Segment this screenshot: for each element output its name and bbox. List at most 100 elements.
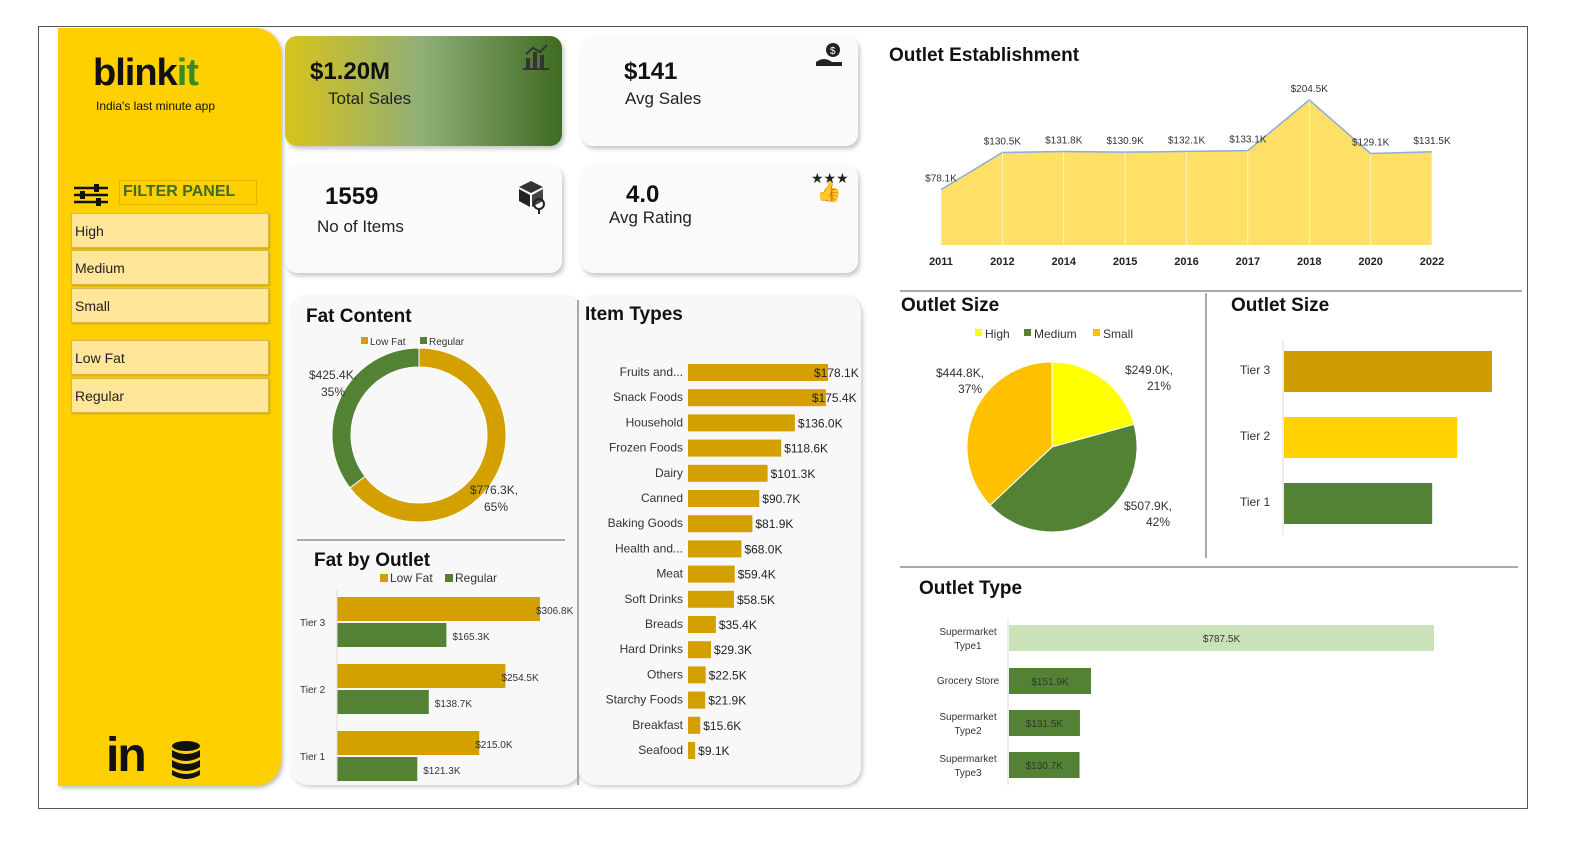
data-label: $787.5K	[1203, 634, 1241, 645]
sidebar: blinkit India's last minute app FILTER P…	[58, 28, 281, 786]
kpi-value: 1559	[325, 183, 379, 210]
dashboard-frame	[38, 26, 1528, 809]
data-label: $131.5K	[1026, 719, 1064, 730]
bar	[1284, 483, 1433, 524]
data-label: $776.3K,	[470, 483, 518, 497]
x-tick-label: 2022	[1420, 256, 1444, 268]
data-label: $215.0K	[475, 740, 513, 751]
divider	[900, 290, 1522, 292]
legend-label: High	[985, 327, 1010, 341]
legend-swatch	[361, 337, 368, 344]
legend-label: Medium	[1034, 327, 1077, 341]
data-label: $59.4K	[738, 568, 776, 582]
kpi-no-of-items: 1559 No of Items	[285, 165, 562, 273]
y-tick-label: Supermarket	[939, 627, 996, 638]
x-tick-label: 2015	[1113, 256, 1137, 268]
kpi-value: $1.20M	[310, 58, 391, 85]
bar	[337, 757, 418, 781]
x-tick-label: 2018	[1297, 256, 1321, 268]
slicer-low-fat[interactable]: Low Fat	[71, 340, 269, 375]
chart-title: Outlet Size	[1231, 295, 1329, 316]
donut-slice	[349, 347, 507, 523]
data-label: $58.5K	[737, 593, 775, 607]
bar	[688, 742, 696, 759]
data-label: $133.1K	[1229, 135, 1267, 146]
bar	[688, 565, 735, 583]
bar	[1284, 417, 1458, 458]
data-label: 21%	[1147, 379, 1171, 393]
bar	[688, 590, 734, 608]
data-label: $21.9K	[708, 694, 746, 708]
data-label: $178.1K	[814, 366, 859, 380]
data-label: 35%	[321, 385, 345, 399]
y-tick-label: Frozen Foods	[609, 441, 683, 455]
bar	[1009, 710, 1080, 736]
bar	[1009, 668, 1091, 694]
slicer-small[interactable]: Small	[71, 288, 269, 323]
bar	[688, 616, 716, 633]
y-tick-label: Health and...	[615, 541, 683, 555]
data-label: $254.5K	[501, 673, 539, 684]
x-tick-label: 2020	[1358, 256, 1382, 268]
divider	[577, 300, 579, 785]
data-label: $29.3K	[714, 643, 752, 657]
thumbs-up-stars-icon: ★★★ 👍	[811, 170, 849, 203]
database-icon[interactable]	[171, 740, 201, 780]
y-tick-label: Household	[626, 415, 683, 429]
y-tick-label: Snack Foods	[613, 390, 683, 404]
bar	[688, 666, 706, 684]
legend-swatch	[1024, 329, 1031, 336]
data-label: $78.1K	[925, 174, 957, 185]
data-label: $204.5K	[1291, 84, 1329, 95]
y-tick-label: Tier 3	[1240, 363, 1271, 377]
pie-slice	[966, 361, 1053, 506]
bar	[688, 641, 712, 659]
bar	[1009, 625, 1434, 651]
x-tick-label: 2014	[1052, 256, 1077, 268]
bar	[688, 414, 795, 432]
divider	[297, 539, 565, 541]
slicer-high[interactable]: High	[71, 213, 269, 248]
filter-panel-title: FILTER PANEL	[119, 180, 257, 205]
legend-label: Regular	[455, 571, 497, 585]
data-label: $175.4K	[812, 391, 857, 405]
legend-label: Regular	[429, 337, 465, 348]
money-hand-icon: $	[816, 43, 842, 66]
legend-swatch	[420, 337, 427, 344]
slicer-regular[interactable]: Regular	[71, 378, 269, 413]
kpi-label: Avg Sales	[625, 89, 702, 108]
legend-swatch	[380, 574, 388, 582]
data-label: $81.9K	[755, 517, 793, 531]
y-tick-label: Soft Drinks	[624, 592, 683, 606]
data-label: $129.1K	[1352, 137, 1390, 148]
bar	[688, 490, 760, 507]
brand-logo: blinkit	[93, 52, 199, 94]
data-label: $151.9K	[1031, 677, 1069, 688]
linkedin-icon[interactable]: in	[106, 729, 147, 782]
y-tick-label: Breakfast	[632, 718, 683, 732]
slicer-medium[interactable]: Medium	[71, 250, 269, 285]
data-label: $444.8K,	[936, 366, 984, 380]
data-label: 42%	[1146, 515, 1170, 529]
chart-title: Outlet Type	[919, 578, 1022, 599]
box-icon	[519, 181, 545, 214]
y-tick-label: Meat	[656, 567, 683, 581]
data-label: $15.6K	[703, 719, 741, 733]
bar	[337, 690, 429, 714]
bar	[337, 597, 540, 621]
bar	[688, 464, 768, 482]
bar	[1284, 351, 1492, 392]
data-label: $165.3K	[452, 632, 490, 643]
y-tick-label: Tier 1	[300, 752, 326, 763]
bar	[688, 364, 828, 381]
bar	[688, 716, 701, 734]
divider	[1205, 293, 1207, 558]
pie-slice	[1051, 361, 1135, 448]
legend-swatch	[975, 329, 982, 336]
x-tick-label: 2016	[1174, 256, 1198, 268]
data-label: $130.9K	[1106, 136, 1144, 147]
data-label: $249.0K,	[1125, 363, 1173, 377]
legend-label: Low Fat	[390, 571, 433, 585]
chart-title: Fat Content	[306, 306, 412, 327]
brand-tagline: India's last minute app	[96, 99, 216, 113]
